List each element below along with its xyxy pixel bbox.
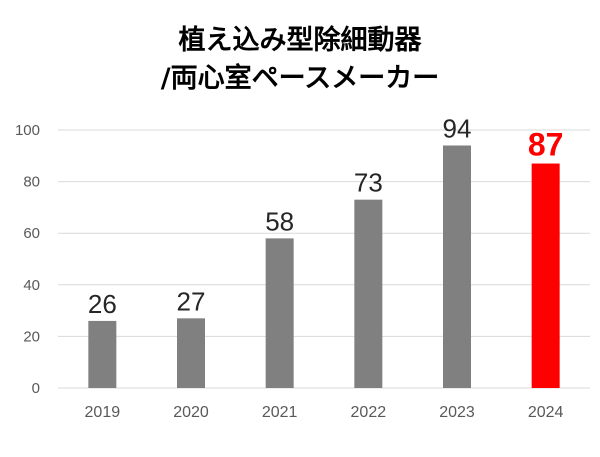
y-tick-label: 20 — [23, 328, 40, 345]
data-label: 27 — [177, 286, 206, 316]
bar — [265, 238, 294, 388]
chart-title-line-2: /両心室ペースメーカー — [160, 63, 440, 94]
x-tick-label: 2021 — [262, 404, 298, 421]
data-label: 26 — [88, 289, 117, 319]
x-tick-label: 2023 — [439, 404, 475, 421]
bar — [354, 199, 383, 388]
x-tick-label: 2019 — [85, 404, 121, 421]
data-label: 87 — [528, 127, 564, 163]
y-tick-label: 100 — [15, 122, 40, 139]
x-tick-label: 2022 — [351, 404, 387, 421]
bar — [88, 320, 117, 388]
x-tick-label: 2020 — [173, 404, 209, 421]
bar — [443, 145, 471, 388]
data-label: 58 — [265, 206, 294, 236]
chart-title-line-1: 植え込み型除細動器 — [178, 25, 422, 56]
data-label: 73 — [354, 168, 383, 198]
y-tick-label: 80 — [23, 174, 40, 191]
y-tick-label: 40 — [23, 277, 40, 294]
y-tick-label: 60 — [23, 225, 40, 242]
data-label: 94 — [443, 113, 472, 143]
bar — [177, 318, 205, 388]
y-tick-label: 0 — [32, 380, 40, 397]
x-tick-label: 2024 — [528, 404, 564, 421]
bar — [531, 163, 560, 388]
